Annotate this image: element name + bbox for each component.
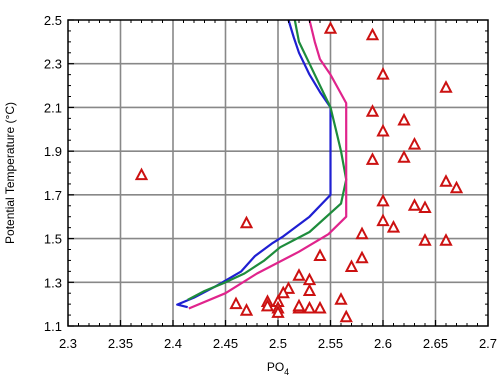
triangle-marker [397, 112, 411, 126]
y-tick-label: 2.5 [44, 13, 62, 28]
triangle-marker [271, 305, 285, 318]
triangle-marker [302, 300, 317, 314]
triangle-marker [339, 309, 353, 323]
triangle-marker [239, 303, 254, 316]
triangle-marker [344, 259, 359, 272]
scatter-points [134, 21, 464, 323]
triangle-marker [439, 174, 453, 187]
triangle-marker [276, 285, 290, 299]
y-tick-label: 2.1 [44, 100, 62, 115]
y-tick-label: 1.3 [44, 275, 62, 290]
triangle-marker [418, 233, 432, 246]
triangle-marker [365, 152, 380, 165]
y-tick-label: 1.7 [44, 188, 62, 203]
triangle-marker [239, 215, 254, 229]
x-axis-label-main: PO [267, 360, 284, 374]
triangle-marker [292, 298, 306, 312]
triangle-marker [376, 213, 390, 227]
triangle-marker [313, 248, 327, 262]
line-series-group [176, 19, 348, 310]
x-tick-label: 2.7 [479, 336, 497, 351]
triangle-marker [376, 123, 390, 137]
triangle-marker [386, 219, 401, 233]
triangle-marker [376, 66, 390, 80]
x-axis-label-subscript: 4 [284, 367, 289, 377]
triangle-marker [334, 292, 348, 305]
triangle-marker [418, 200, 432, 213]
y-tick-labels: 1.1 1.3 1.5 1.7 1.9 2.1 2.3 2.5 [44, 13, 62, 334]
triangle-marker [365, 27, 380, 41]
triangle-marker [355, 226, 369, 240]
x-axis-label: PO4 [267, 360, 289, 377]
triangle-marker [260, 298, 275, 312]
triangle-marker [292, 268, 306, 281]
y-tick-label: 1.9 [44, 144, 62, 159]
y-tick-label: 1.1 [44, 319, 62, 334]
x-tick-label: 2.6 [374, 336, 392, 351]
y-axis-label: Potential Temperature (°C) [3, 102, 17, 244]
x-tick-label: 2.5 [269, 336, 287, 351]
triangle-marker [313, 300, 327, 314]
triangle-marker [302, 283, 317, 297]
x-tick-label: 2.55 [318, 336, 343, 351]
x-tick-labels: 2.3 2.35 2.4 2.45 2.5 2.55 2.6 2.65 2.7 [59, 336, 497, 351]
triangle-marker [439, 233, 453, 246]
triangle-marker [439, 80, 453, 93]
triangle-marker [397, 150, 411, 163]
x-tick-label: 2.45 [213, 336, 238, 351]
triangle-marker [229, 296, 243, 310]
triangle-marker [407, 198, 422, 211]
triangle-marker [376, 193, 390, 207]
x-tick-label: 2.65 [423, 336, 448, 351]
green-line [187, 19, 348, 301]
y-tick-label: 1.5 [44, 232, 62, 247]
triangle-marker [134, 167, 149, 181]
triangle-marker [449, 180, 464, 194]
triangle-marker [281, 281, 296, 294]
magenta-line [188, 19, 348, 310]
triangle-marker [323, 21, 338, 34]
x-tick-label: 2.4 [164, 336, 182, 351]
triangle-marker [365, 104, 380, 117]
triangle-marker [355, 250, 369, 264]
y-tick-label: 2.3 [44, 57, 62, 72]
axis-ticks [67, 19, 489, 327]
x-tick-label: 2.3 [59, 336, 77, 351]
triangle-marker [407, 136, 422, 150]
x-tick-label: 2.35 [108, 336, 133, 351]
